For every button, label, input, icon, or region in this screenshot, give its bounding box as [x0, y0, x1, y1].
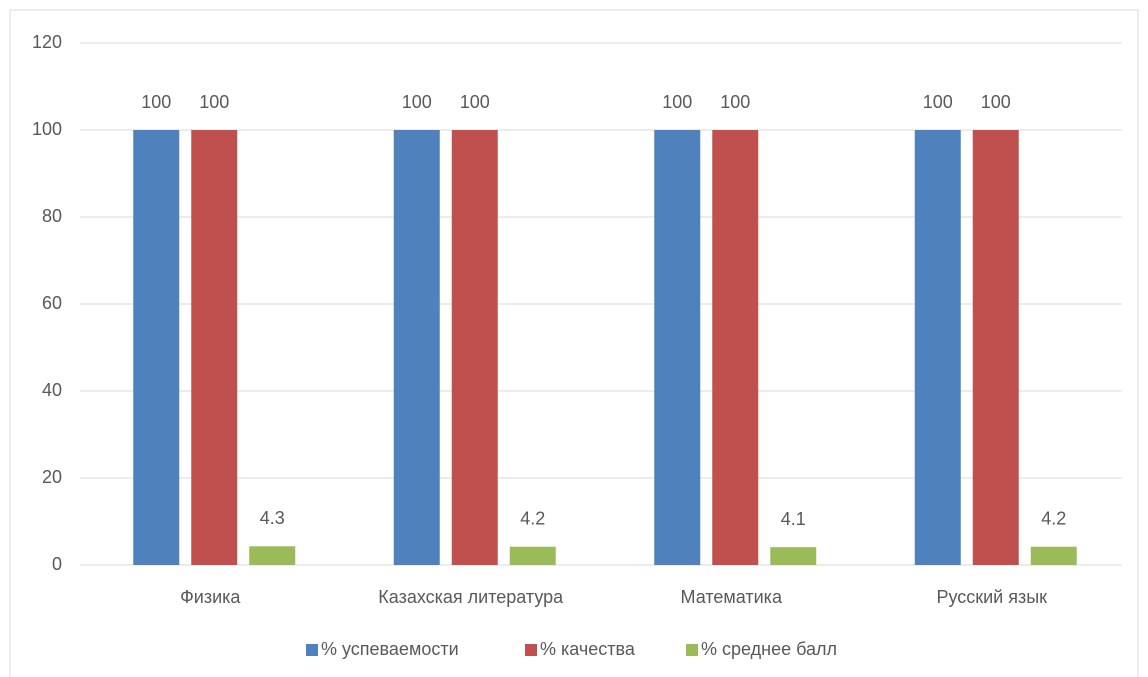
data-label: 4.2 — [520, 508, 545, 528]
legend-label: % качества — [540, 639, 636, 659]
x-tick-label: Русский язык — [936, 587, 1047, 607]
y-tick-label: 0 — [52, 554, 62, 574]
y-tick-label: 100 — [32, 119, 62, 139]
data-label: 100 — [141, 92, 171, 112]
data-label: 100 — [402, 92, 432, 112]
bar — [191, 130, 238, 565]
x-tick-label: Казахская литература — [378, 587, 564, 607]
data-label: 100 — [923, 92, 953, 112]
x-tick-label: Физика — [180, 587, 241, 607]
bar — [249, 546, 296, 565]
bar — [654, 130, 701, 565]
x-tick-label: Математика — [681, 587, 783, 607]
data-label: 100 — [662, 92, 692, 112]
bar — [451, 130, 498, 565]
data-label: 100 — [460, 92, 490, 112]
data-label: 100 — [720, 92, 750, 112]
bar — [914, 130, 961, 565]
data-label: 100 — [199, 92, 229, 112]
data-label: 4.2 — [1041, 508, 1066, 528]
legend-swatch — [306, 644, 318, 656]
bar — [972, 130, 1019, 565]
bar — [1030, 546, 1077, 565]
data-label: 4.1 — [781, 509, 806, 529]
legend-swatch — [525, 644, 537, 656]
y-tick-label: 120 — [32, 32, 62, 52]
y-tick-label: 80 — [42, 206, 62, 226]
chart-frame — [9, 9, 1139, 677]
y-tick-label: 20 — [42, 467, 62, 487]
bar — [509, 546, 556, 565]
legend-swatch — [686, 644, 698, 656]
y-tick-label: 40 — [42, 380, 62, 400]
bar — [393, 130, 440, 565]
data-label: 100 — [981, 92, 1011, 112]
bar — [770, 547, 817, 565]
legend-label: % среднее балл — [701, 639, 837, 659]
bar — [712, 130, 759, 565]
legend-label: % успеваемости — [321, 639, 459, 659]
data-label: 4.3 — [260, 508, 285, 528]
bar — [133, 130, 180, 565]
y-tick-label: 60 — [42, 293, 62, 313]
